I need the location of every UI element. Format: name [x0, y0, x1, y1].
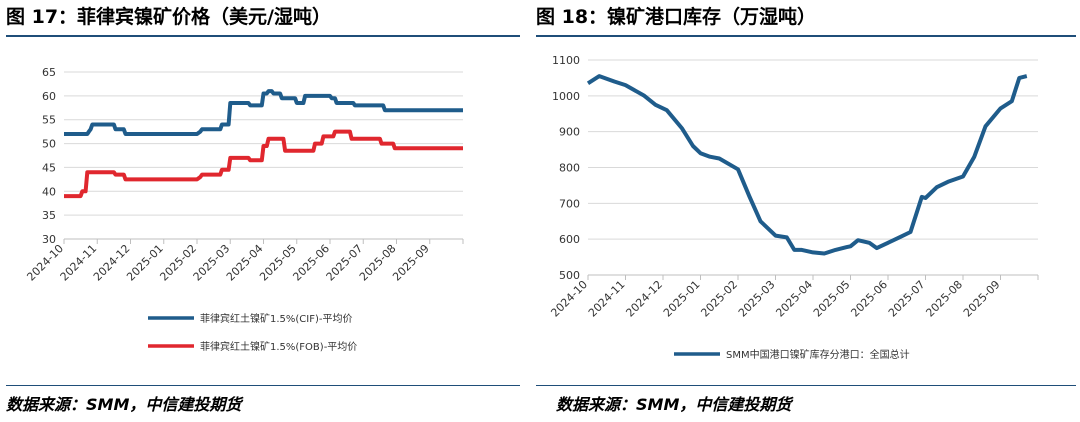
- inventory-series-1-line: [586, 74, 1028, 256]
- source-divider-left: [6, 385, 520, 386]
- inventory-x-tick-label: 2025-08: [923, 278, 965, 320]
- inventory-y-tick-label: 600: [559, 233, 580, 246]
- inventory-x-tick-label: 2024-11: [586, 278, 628, 320]
- price-series-1-line: [64, 89, 463, 136]
- source-note-left: 数据来源：SMM，中信建投期货: [6, 395, 242, 414]
- inventory-x-tick-label: 2025-06: [848, 278, 890, 320]
- price-legend-label-2: 菲律宾红土镍矿1.5%(FOB)-平均价: [200, 340, 357, 353]
- price-series-2-line: [64, 129, 463, 199]
- inventory-y-tick-label: 700: [559, 197, 580, 210]
- title-divider-right: [536, 35, 1076, 37]
- inventory-x-tick-label: 2025-09: [961, 278, 1003, 320]
- figure-18-title: 图 18：镍矿港口库存（万湿吨）: [536, 6, 817, 28]
- price-y-tick-label: 40: [42, 185, 56, 198]
- figure-17-title: 图 17：菲律宾镍矿价格（美元/湿吨）: [6, 6, 331, 28]
- source-note-right: 数据来源：SMM，中信建投期货: [556, 395, 792, 414]
- inventory-y-tick-label: 900: [559, 126, 580, 139]
- inventory-x-tick-label: 2025-04: [773, 278, 815, 320]
- price-x-tick-label: 2025-09: [390, 242, 432, 284]
- inventory-x-tick-label: 2025-03: [736, 278, 778, 320]
- price-y-tick-label: 55: [42, 114, 56, 127]
- price-y-tick-label: 30: [42, 233, 56, 246]
- price-y-tick-label: 50: [42, 138, 56, 151]
- price-legend-label-1: 菲律宾红土镍矿1.5%(CIF)-平均价: [200, 312, 353, 325]
- inventory-legend-label-1: SMM中国港口镍矿库存分港口：全国总计: [726, 348, 910, 361]
- price-y-tick-label: 45: [42, 161, 56, 174]
- source-divider-right: [536, 385, 1076, 386]
- inventory-y-tick-label: 800: [559, 162, 580, 175]
- inventory-x-tick-label: 2025-07: [886, 278, 928, 320]
- inventory-y-tick-label: 1000: [552, 90, 580, 103]
- nickel-ore-port-inventory-chart: 500600700800900100011002024-102024-11202…: [548, 54, 1039, 361]
- price-y-tick-label: 60: [42, 90, 56, 103]
- inventory-y-tick-label: 1100: [552, 54, 580, 67]
- inventory-y-tick-label: 500: [559, 269, 580, 282]
- inventory-x-tick-label: 2024-10: [548, 278, 590, 320]
- nickel-ore-price-chart: 30354045505560652024-102024-112024-12202…: [24, 66, 464, 353]
- title-divider-left: [6, 35, 520, 37]
- inventory-x-tick-label: 2025-02: [698, 278, 740, 320]
- inventory-x-tick-label: 2024-12: [623, 278, 665, 320]
- inventory-x-tick-label: 2025-05: [811, 278, 853, 320]
- price-y-tick-label: 35: [42, 209, 56, 222]
- price-y-tick-label: 65: [42, 66, 56, 79]
- inventory-x-tick-label: 2025-01: [661, 278, 703, 320]
